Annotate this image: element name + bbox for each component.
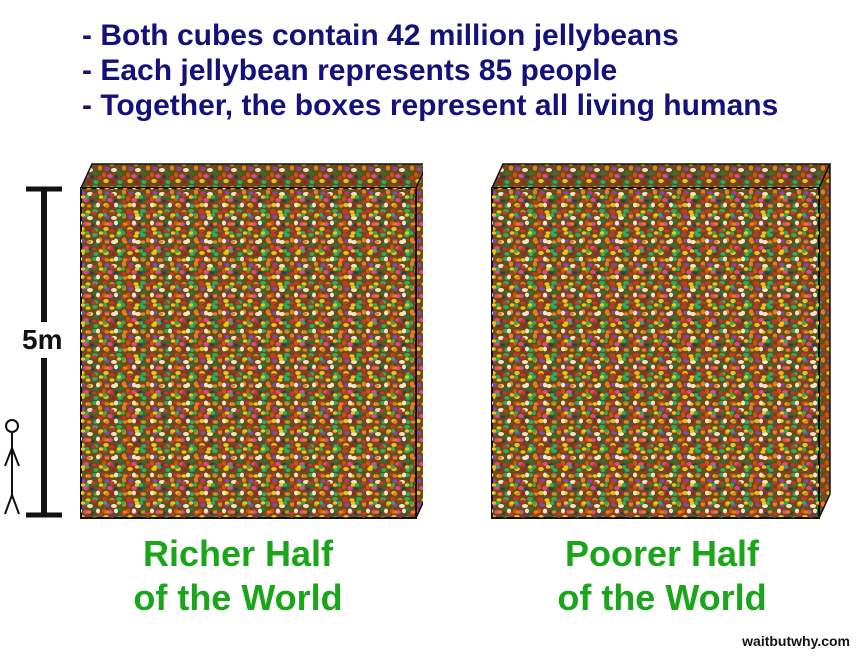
source-credit: waitbutwhy.com [742,633,850,649]
bullet-list: - Both cubes contain 42 million jellybea… [82,18,778,123]
jellybean-cube-poor [489,160,834,520]
cube-top-face [79,163,423,189]
bullet-item: - Together, the boxes represent all livi… [82,89,779,122]
cube-side-face [415,170,423,519]
caption-line: Poorer Half [564,533,760,574]
stick-figure-icon [4,419,20,515]
caption-richer-half: Richer Half of the World [78,532,398,620]
jellybean-cube-rich-graphic [79,163,423,519]
caption-poorer-half: Poorer Half of the World [502,532,822,620]
cube-top-face [490,163,832,189]
caption-line: of the World [133,577,343,618]
bullet-item: - Both cubes contain 42 million jellybea… [82,19,679,52]
caption-line: Richer Half [142,533,334,574]
scale-label: 5m [22,322,63,358]
bullet-item: - Each jellybean represents 85 people [82,54,618,87]
jellybean-cube-rich [78,160,423,520]
caption-line: of the World [557,577,767,618]
jellybean-cube-poor-graphic [490,163,832,519]
cube-side-face [818,163,831,519]
